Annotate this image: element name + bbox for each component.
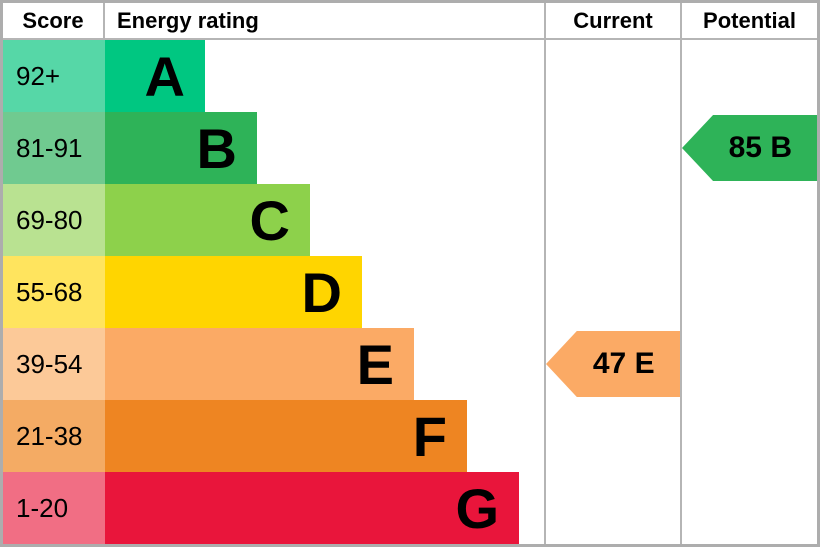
band-bar-g: G bbox=[105, 472, 519, 544]
band-row-d: 55-68 D bbox=[3, 256, 817, 328]
current-column-cell bbox=[544, 40, 680, 112]
band-bar-e: E bbox=[105, 328, 414, 400]
band-row-e: 39-54 E 47 E bbox=[3, 328, 817, 400]
header-energy-rating: Energy rating bbox=[117, 7, 259, 33]
band-row-a: 92+ A bbox=[3, 40, 817, 112]
band-bar-f: F bbox=[105, 400, 467, 472]
band-row-c: 69-80 C bbox=[3, 184, 817, 256]
current-column-cell: 47 E bbox=[544, 328, 680, 400]
potential-column-cell bbox=[680, 256, 817, 328]
header-score: Score bbox=[3, 3, 105, 38]
potential-column-cell bbox=[680, 400, 817, 472]
band-row-g: 1-20 G bbox=[3, 472, 817, 544]
chart-header-row: Score Energy rating Current Potential bbox=[3, 3, 817, 40]
bar-track-empty bbox=[257, 112, 544, 184]
band-row-b: 81-91 B 85 B bbox=[3, 112, 817, 184]
band-bar-b: B bbox=[105, 112, 257, 184]
band-row-f: 21-38 F bbox=[3, 400, 817, 472]
current-column-cell bbox=[544, 184, 680, 256]
chart-body: 92+ A 81-91 B 85 B 69-80 C 55-68 D 39-54 E 47 E 21-3… bbox=[3, 40, 817, 544]
band-bar-c: C bbox=[105, 184, 310, 256]
current-column-cell bbox=[544, 256, 680, 328]
current-rating-arrow: 47 E bbox=[546, 331, 680, 397]
potential-rating-arrow: 85 B bbox=[682, 115, 817, 181]
current-column-cell bbox=[544, 472, 680, 544]
current-column-cell bbox=[544, 112, 680, 184]
score-range-label: 39-54 bbox=[3, 328, 105, 400]
score-range-label: 92+ bbox=[3, 40, 105, 112]
potential-column-cell bbox=[680, 40, 817, 112]
potential-column-cell bbox=[680, 328, 817, 400]
bar-track-empty bbox=[414, 328, 544, 400]
header-potential: Potential bbox=[680, 3, 817, 38]
header-current: Current bbox=[544, 3, 680, 38]
score-range-label: 1-20 bbox=[3, 472, 105, 544]
potential-column-cell bbox=[680, 184, 817, 256]
bar-track-empty bbox=[519, 472, 544, 544]
potential-column-cell bbox=[680, 472, 817, 544]
score-range-label: 69-80 bbox=[3, 184, 105, 256]
current-column-cell bbox=[544, 400, 680, 472]
potential-column-cell: 85 B bbox=[680, 112, 817, 184]
bar-track-empty bbox=[205, 40, 544, 112]
bar-track-empty bbox=[310, 184, 544, 256]
score-range-label: 81-91 bbox=[3, 112, 105, 184]
bar-track-empty bbox=[467, 400, 544, 472]
band-bar-a: A bbox=[105, 40, 205, 112]
band-bar-d: D bbox=[105, 256, 362, 328]
score-range-label: 55-68 bbox=[3, 256, 105, 328]
score-range-label: 21-38 bbox=[3, 400, 105, 472]
bar-track-empty bbox=[362, 256, 544, 328]
